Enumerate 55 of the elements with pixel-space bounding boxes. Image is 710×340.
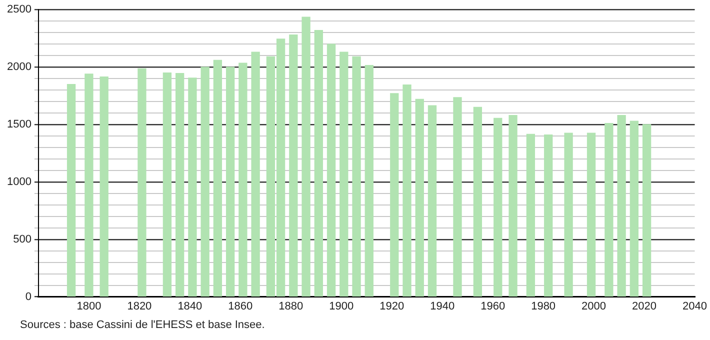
bar bbox=[251, 52, 260, 297]
x-tick-label: 1900 bbox=[329, 300, 354, 312]
bar bbox=[84, 74, 94, 297]
x-tick-label: 1940 bbox=[430, 300, 455, 312]
bar bbox=[415, 98, 424, 297]
x-tick-label: 1920 bbox=[380, 300, 404, 312]
bar bbox=[630, 120, 639, 297]
bar bbox=[352, 56, 361, 297]
y-tick-label: 1500 bbox=[6, 118, 32, 131]
bar bbox=[175, 73, 184, 297]
bar bbox=[238, 62, 248, 297]
bar bbox=[642, 124, 652, 297]
y-tick-label: 500 bbox=[13, 233, 32, 246]
bar bbox=[544, 134, 553, 297]
bar bbox=[66, 84, 76, 297]
y-tick-label: 0 bbox=[25, 290, 32, 303]
bar bbox=[473, 106, 482, 297]
source-note: Sources : base Cassini de l'EHESS et base Insee. bbox=[20, 319, 265, 331]
bar bbox=[302, 16, 310, 297]
bar bbox=[100, 76, 108, 297]
bar bbox=[289, 34, 298, 297]
y-tick-label: 2000 bbox=[6, 61, 32, 74]
bar bbox=[326, 44, 336, 297]
bar bbox=[364, 64, 374, 297]
bar bbox=[508, 114, 518, 297]
bar bbox=[162, 72, 172, 297]
bar bbox=[188, 78, 197, 297]
bar bbox=[494, 118, 502, 297]
x-tick-label: 1800 bbox=[76, 300, 102, 312]
bar bbox=[200, 66, 210, 297]
bar bbox=[526, 134, 536, 297]
bar bbox=[428, 105, 437, 297]
x-tick-label: 2000 bbox=[582, 300, 606, 312]
bar bbox=[213, 60, 222, 297]
x-tick-label: 2020 bbox=[632, 300, 657, 312]
x-tick-label: 1980 bbox=[531, 300, 556, 312]
bar bbox=[564, 132, 573, 297]
x-tick-label: 2040 bbox=[682, 300, 708, 312]
bar bbox=[604, 123, 614, 297]
x-tick-label: 1960 bbox=[480, 300, 506, 312]
bar bbox=[617, 114, 626, 297]
x-tick-label: 1860 bbox=[228, 300, 253, 312]
x-tick-label: 1840 bbox=[178, 300, 202, 312]
bar bbox=[402, 84, 412, 297]
bar bbox=[138, 68, 146, 297]
bar bbox=[226, 66, 235, 297]
bar bbox=[453, 97, 462, 297]
bar bbox=[340, 52, 348, 297]
y-tick-label: 2500 bbox=[6, 4, 32, 16]
bar bbox=[586, 132, 596, 297]
x-tick-label: 1820 bbox=[127, 300, 152, 312]
bar bbox=[390, 93, 399, 297]
y-tick-label: 1000 bbox=[6, 176, 32, 188]
x-tick-label: 1880 bbox=[278, 300, 304, 312]
bar bbox=[314, 30, 323, 297]
